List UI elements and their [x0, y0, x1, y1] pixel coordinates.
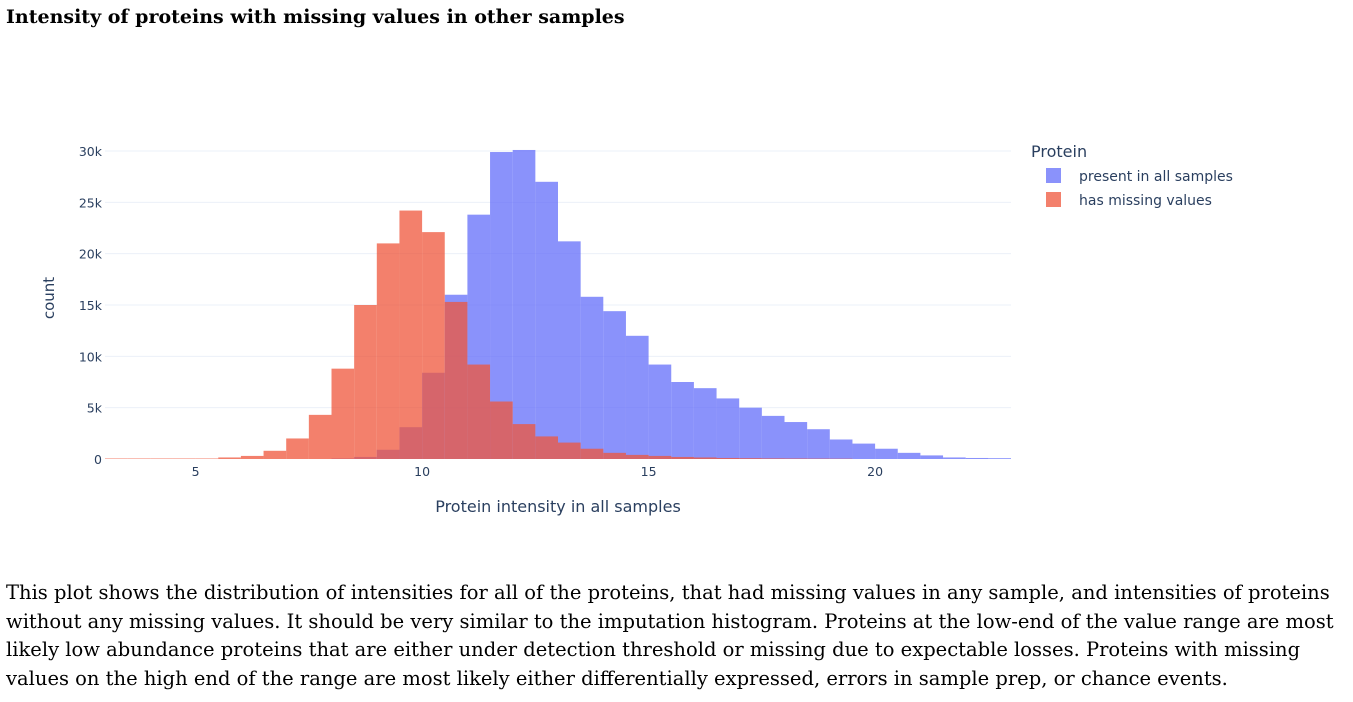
histogram-bar[interactable]	[625, 454, 649, 459]
histogram-bar[interactable]	[331, 368, 355, 459]
histogram-bar[interactable]	[490, 401, 513, 459]
histogram-bar[interactable]	[693, 457, 717, 459]
histogram-bar[interactable]	[150, 458, 173, 459]
histogram-bar[interactable]	[580, 448, 604, 459]
histogram-bar[interactable]	[490, 152, 513, 459]
y-axis-ticks: 0 5k 10k 15k 20k 25k 30k	[79, 144, 103, 467]
x-tick-label: 10	[414, 464, 430, 479]
histogram-bar[interactable]	[875, 448, 898, 459]
histogram-bar[interactable]	[127, 458, 151, 459]
y-axis-label: count	[40, 277, 58, 319]
legend: Protein present in all samples has missi…	[1031, 142, 1233, 209]
histogram-bar[interactable]	[988, 458, 1011, 459]
legend-item-present[interactable]: present in all samples	[1046, 168, 1233, 185]
histogram-bar[interactable]	[693, 388, 717, 459]
histogram-bar[interactable]	[897, 452, 921, 459]
histogram-bar[interactable]	[784, 458, 808, 459]
legend-item-missing[interactable]: has missing values	[1046, 192, 1212, 209]
series-missing-bars[interactable]	[105, 210, 853, 459]
histogram-bar[interactable]	[784, 422, 808, 459]
y-tick-label: 20k	[79, 247, 103, 262]
histogram-bar[interactable]	[467, 364, 491, 459]
histogram-bar[interactable]	[920, 455, 944, 459]
histogram-bar[interactable]	[105, 458, 128, 459]
x-axis-ticks: 5 10 15 20	[192, 464, 883, 479]
y-tick-label: 10k	[79, 349, 103, 364]
legend-label-missing: has missing values	[1079, 193, 1212, 209]
y-tick-label: 15k	[79, 298, 103, 313]
y-tick-label: 30k	[79, 144, 103, 159]
histogram-bar[interactable]	[558, 442, 581, 459]
x-axis-label: Protein intensity in all samples	[435, 497, 681, 516]
histogram-bar[interactable]	[558, 241, 581, 459]
x-tick-label: 5	[192, 464, 200, 479]
histogram-bar[interactable]	[444, 301, 468, 459]
histogram-bar[interactable]	[716, 398, 740, 459]
histogram-bar[interactable]	[739, 407, 762, 459]
legend-label-present: present in all samples	[1079, 169, 1233, 185]
histogram-bar[interactable]	[716, 457, 740, 459]
page-title: Intensity of proteins with missing value…	[6, 6, 625, 28]
histogram-bar[interactable]	[422, 232, 445, 459]
chart-description: This plot shows the distribution of inte…	[6, 581, 1334, 690]
legend-swatch-present	[1046, 168, 1061, 183]
histogram-chart: 5 10 15 20 0 5k 10k 15k 20k 25k 30k Protein inten…	[40, 142, 1233, 516]
histogram-bar[interactable]	[829, 439, 853, 459]
histogram-bar[interactable]	[807, 429, 830, 459]
histogram-bar[interactable]	[965, 457, 989, 459]
histogram-bar[interactable]	[943, 457, 966, 459]
legend-title: Protein	[1031, 142, 1087, 161]
histogram-bar[interactable]	[286, 438, 309, 459]
histogram-bar[interactable]	[195, 458, 219, 459]
x-tick-label: 20	[867, 464, 883, 479]
histogram-bar[interactable]	[512, 149, 536, 459]
histogram-bar[interactable]	[761, 415, 785, 459]
histogram-bar[interactable]	[308, 414, 332, 459]
y-tick-label: 5k	[87, 401, 103, 416]
histogram-bar[interactable]	[512, 424, 536, 459]
histogram-bar[interactable]	[648, 455, 672, 459]
histogram-bar[interactable]	[671, 382, 694, 459]
histogram-bar[interactable]	[354, 305, 377, 459]
histogram-bar[interactable]	[172, 458, 196, 459]
histogram-bar[interactable]	[535, 181, 558, 460]
histogram-bar[interactable]	[671, 456, 694, 459]
histogram-bar[interactable]	[376, 243, 400, 459]
histogram-bar[interactable]	[625, 335, 649, 459]
histogram-bar[interactable]	[580, 296, 604, 459]
histogram-bar[interactable]	[240, 455, 264, 459]
histogram-bar[interactable]	[263, 450, 287, 459]
histogram-bar[interactable]	[739, 458, 762, 459]
histogram-bar[interactable]	[603, 452, 626, 459]
histogram-bar[interactable]	[218, 457, 241, 459]
x-tick-label: 15	[641, 464, 657, 479]
histogram-bar[interactable]	[852, 443, 876, 459]
y-tick-label: 25k	[79, 195, 103, 210]
histogram-bar[interactable]	[603, 311, 626, 459]
histogram-bar[interactable]	[535, 436, 558, 459]
histogram-bar[interactable]	[648, 364, 672, 459]
legend-swatch-missing	[1046, 192, 1061, 207]
y-tick-label: 0	[94, 452, 102, 467]
histogram-bar[interactable]	[399, 210, 423, 459]
histogram-bar[interactable]	[761, 458, 785, 459]
